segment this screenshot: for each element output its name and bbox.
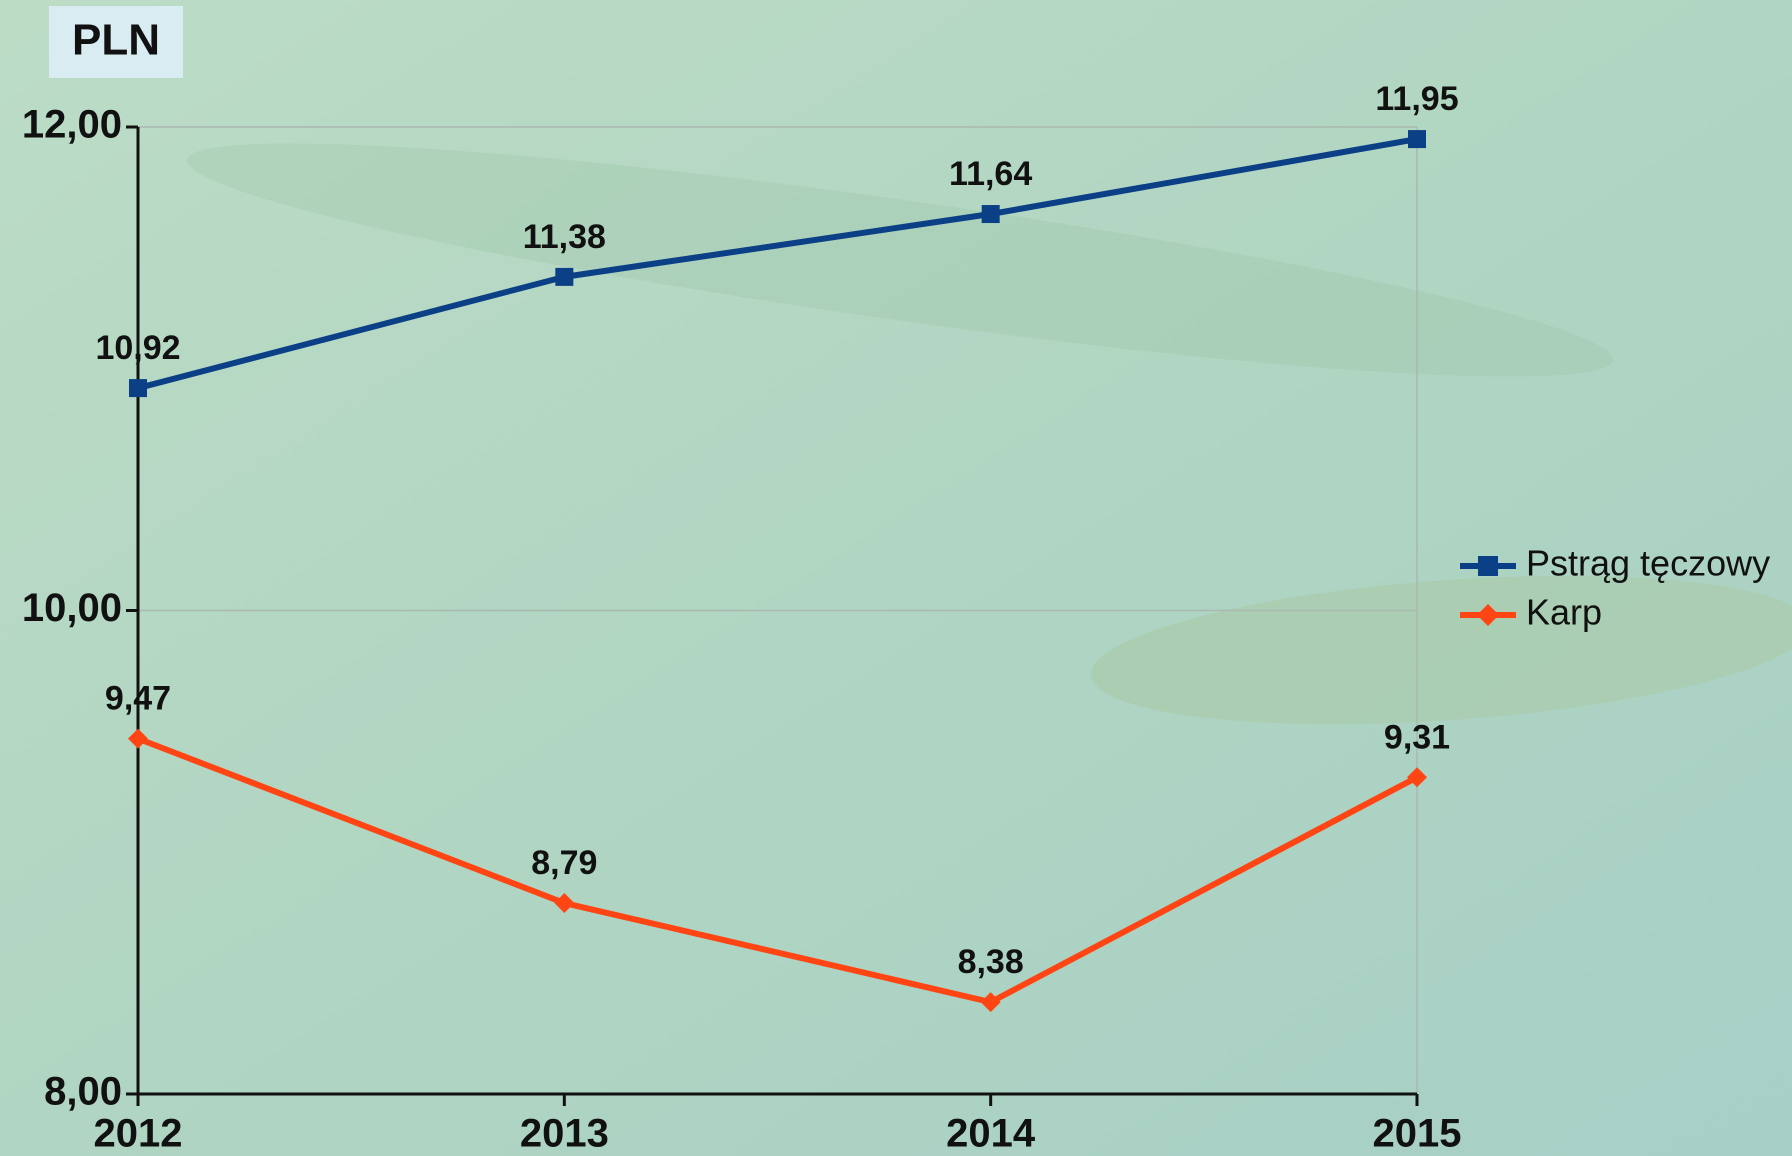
y-tick-label: 12,00 bbox=[22, 103, 122, 147]
y-tick-label: 10,00 bbox=[22, 586, 122, 630]
legend-label: Pstrąg tęczowy bbox=[1526, 543, 1770, 584]
marker bbox=[1407, 767, 1427, 788]
data-label: 9,31 bbox=[1384, 718, 1450, 756]
title-box bbox=[49, 6, 183, 78]
data-label: 10,92 bbox=[95, 329, 180, 367]
data-label: 8,79 bbox=[531, 844, 597, 882]
series-line bbox=[137, 136, 1418, 391]
data-label: 9,47 bbox=[105, 680, 171, 718]
fish-shadow bbox=[1090, 575, 1792, 725]
y-tick-label: 8,00 bbox=[44, 1070, 122, 1114]
marker bbox=[128, 728, 148, 749]
marker bbox=[555, 267, 574, 286]
x-tick-label: 2014 bbox=[946, 1112, 1036, 1156]
chart-title: PLN bbox=[72, 16, 160, 65]
marker bbox=[554, 893, 575, 914]
data-label: 11,64 bbox=[949, 155, 1032, 193]
data-label: 11,38 bbox=[523, 218, 606, 256]
x-tick-label: 2012 bbox=[94, 1112, 183, 1156]
x-tick-label: 2015 bbox=[1373, 1112, 1462, 1156]
x-tick-label: 2013 bbox=[520, 1112, 609, 1156]
data-label: 11,95 bbox=[1375, 80, 1458, 118]
marker bbox=[981, 205, 1000, 224]
legend-marker bbox=[1477, 604, 1499, 626]
data-label: 8,38 bbox=[958, 943, 1024, 981]
legend-marker bbox=[1478, 556, 1498, 576]
marker bbox=[1408, 130, 1426, 149]
marker bbox=[129, 379, 147, 398]
fish-shadow bbox=[186, 143, 1614, 377]
legend-label: Karp bbox=[1526, 592, 1602, 633]
marker bbox=[980, 992, 1001, 1013]
series-line bbox=[136, 735, 1419, 1006]
